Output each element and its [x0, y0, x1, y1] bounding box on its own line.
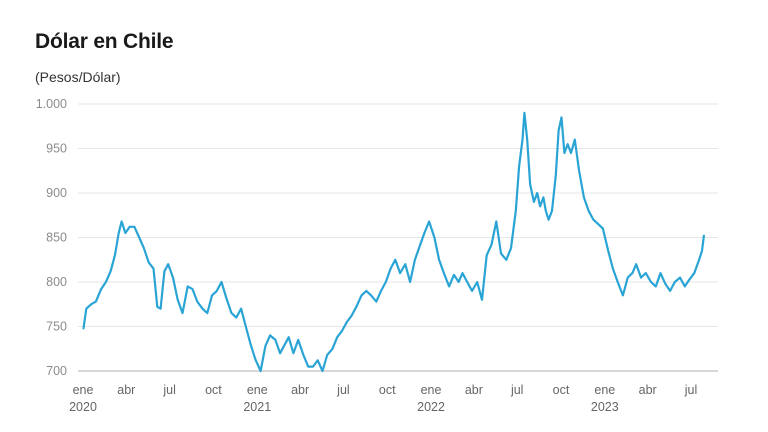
- y-tick-label: 750: [46, 320, 67, 334]
- y-tick-label: 800: [46, 275, 67, 289]
- x-tick-label: ene: [421, 383, 442, 397]
- x-tick-label: jul: [336, 383, 350, 397]
- x-tick-label: ene: [594, 383, 615, 397]
- y-tick-label: 900: [46, 186, 67, 200]
- x-axis-ticks: ene 2020 abr jul oct ene 2021 abr jul oct ene 2022 a…: [69, 383, 697, 414]
- y-tick-label: 700: [46, 364, 67, 378]
- x-tick-year-label: 2021: [243, 400, 271, 414]
- x-tick-label: ene: [73, 383, 94, 397]
- y-axis-ticks: 700 750 800 850 900 950 1.000: [36, 97, 67, 378]
- y-tick-label: 950: [46, 142, 67, 156]
- x-tick-label: abr: [639, 383, 657, 397]
- x-tick-year-label: 2022: [417, 400, 445, 414]
- x-tick-label: oct: [205, 383, 222, 397]
- chart-subtitle: (Pesos/Dólar): [35, 69, 121, 85]
- series-group: [82, 111, 705, 373]
- x-tick-year-label: 2020: [69, 400, 97, 414]
- y-tick-label: 1.000: [36, 97, 67, 111]
- x-tick-label: oct: [553, 383, 570, 397]
- x-tick-label: abr: [465, 383, 483, 397]
- x-tick-label: jul: [510, 383, 524, 397]
- x-tick-label: jul: [684, 383, 698, 397]
- series-line: [82, 111, 705, 373]
- x-tick-label: abr: [117, 383, 135, 397]
- chart-title: Dólar en Chile: [35, 30, 174, 53]
- x-tick-label: ene: [247, 383, 268, 397]
- x-tick-label: abr: [291, 383, 309, 397]
- x-tick-label: jul: [162, 383, 176, 397]
- x-tick-label: oct: [379, 383, 396, 397]
- x-tick-year-label: 2023: [591, 400, 619, 414]
- grid-lines: [78, 103, 718, 372]
- y-tick-label: 850: [46, 231, 67, 245]
